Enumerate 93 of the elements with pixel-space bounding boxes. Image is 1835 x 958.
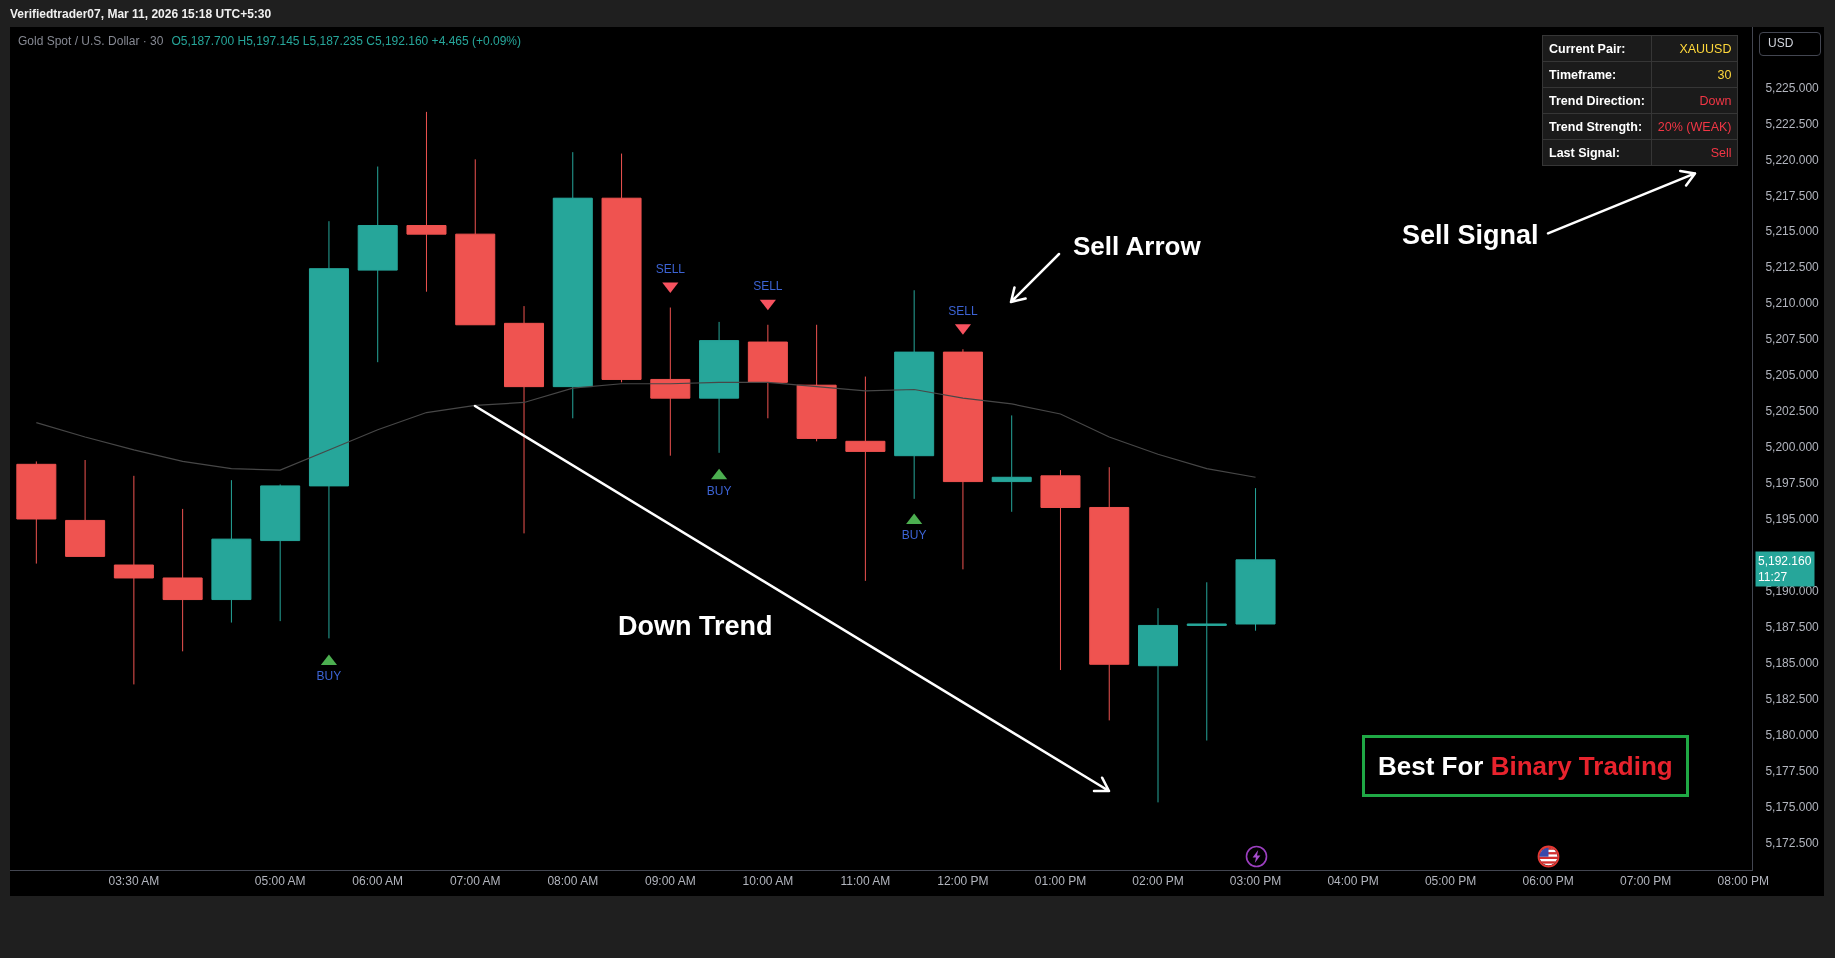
candlestick xyxy=(1138,607,1179,803)
candlestick xyxy=(1235,487,1276,632)
annotation: Timeframe: xyxy=(1542,61,1652,88)
y-tick-label: 5,195.000 xyxy=(1765,512,1820,527)
annotation: XAUUSD xyxy=(1651,35,1738,62)
y-tick-label: 5,210.000 xyxy=(1765,296,1820,311)
y-tick-label: 5,197.500 xyxy=(1765,476,1820,491)
x-tick-label: 08:00 AM xyxy=(547,874,599,889)
x-tick-label: 05:00 PM xyxy=(1424,874,1477,889)
candlestick xyxy=(406,111,447,293)
text: O5,187.700 H5,197.145 L5,187.235 C5,192.160 +4.465 (+0.09%) xyxy=(171,34,522,48)
x-tick-label: 11:00 AM xyxy=(840,874,891,889)
text: 5,192.160 11:27 xyxy=(1758,554,1812,584)
y-tick-label: 5,220.000 xyxy=(1765,152,1820,167)
candlestick xyxy=(65,459,106,557)
candlestick xyxy=(796,324,837,442)
y-tick-label: 5,207.500 xyxy=(1765,332,1820,347)
x-tick-label: 07:00 PM xyxy=(1620,874,1672,889)
y-tick-label: 5,187.500 xyxy=(1765,620,1820,635)
candlestick xyxy=(552,151,593,419)
point xyxy=(759,299,776,311)
y-tick-label: 5,205.000 xyxy=(1765,368,1820,383)
candlestick xyxy=(991,414,1032,513)
candlestick xyxy=(942,348,983,570)
annotation: Down xyxy=(1651,87,1738,114)
annotation: Last Signal: xyxy=(1542,139,1652,166)
y-tick-label: 5,172.500 xyxy=(1765,835,1820,850)
annotation: 30 xyxy=(1651,61,1738,88)
text: BUY xyxy=(706,483,732,498)
candlestick xyxy=(650,307,691,457)
text: Verifiedtrader07, Mar 11, 2026 15:18 UTC+5:30 xyxy=(10,7,272,21)
candlestick xyxy=(308,220,349,639)
line-series xyxy=(35,381,1257,478)
x-tick-label: 10:00 AM xyxy=(742,874,794,889)
annotation: 20% (WEAK) xyxy=(1651,113,1738,140)
y-tick-label: 5,200.000 xyxy=(1765,440,1820,455)
annotation: Trend Direction: xyxy=(1542,87,1652,114)
candlestick xyxy=(16,460,57,565)
text: SELL xyxy=(655,262,685,277)
x-tick-label: 01:00 PM xyxy=(1034,874,1087,889)
annotation: Sell Arrow xyxy=(1073,231,1202,261)
y-tick-label: 5,225.000 xyxy=(1765,80,1820,95)
annotation: Trend Strength: xyxy=(1542,113,1652,140)
candlestick xyxy=(1186,581,1227,742)
candlestick xyxy=(894,289,935,500)
x-tick-label: 06:00 PM xyxy=(1522,874,1574,889)
text: SELL xyxy=(948,303,978,318)
candlestick xyxy=(1089,466,1130,721)
x-tick-label: 03:00 PM xyxy=(1229,874,1282,889)
annotation: Sell Signal xyxy=(1402,220,1539,250)
x-tick-label: 05:00 AM xyxy=(254,874,306,889)
annotation: Binary Trading xyxy=(1490,751,1673,781)
annotation: Down Trend xyxy=(618,611,773,641)
x-tick-label: 02:00 PM xyxy=(1132,874,1184,889)
candlestick xyxy=(601,153,642,383)
y-tick-label: 5,177.500 xyxy=(1765,763,1820,778)
annotation: Best For xyxy=(1378,751,1484,781)
y-axis-title: USD xyxy=(1759,32,1821,56)
candlestick xyxy=(162,508,203,652)
x-tick-label: 09:00 AM xyxy=(644,874,696,889)
x-tick-label: 12:00 PM xyxy=(937,874,989,889)
candlestick xyxy=(699,321,740,454)
x-tick-label: 06:00 AM xyxy=(352,874,404,889)
x-tick-label: 07:00 AM xyxy=(449,874,501,889)
series-label: SELL xyxy=(753,279,783,294)
annotation: Current Pair: xyxy=(1542,35,1652,62)
point xyxy=(711,468,728,480)
y-tick-label: 5,175.000 xyxy=(1765,799,1820,814)
annotation: Sell xyxy=(1651,139,1738,166)
series-label: BUY xyxy=(316,669,342,684)
text: BUY xyxy=(901,528,927,543)
x-tick-label: 08:00 PM xyxy=(1717,874,1769,889)
candlestick xyxy=(357,166,398,363)
y-tick-label: 5,222.500 xyxy=(1765,116,1820,131)
candlestick xyxy=(1040,469,1081,671)
candlestick xyxy=(845,376,886,582)
candlestick xyxy=(260,483,301,622)
candlestick xyxy=(747,324,788,419)
x-tick-label: 04:00 PM xyxy=(1327,874,1379,889)
x-tick-label: 03:30 AM xyxy=(108,874,160,889)
y-tick-label: 5,215.000 xyxy=(1765,224,1820,239)
y-tick-label: 5,182.500 xyxy=(1765,692,1820,707)
candlestick xyxy=(211,479,252,624)
text: Gold Spot / U.S. Dollar · 30 xyxy=(18,34,164,48)
candlestick xyxy=(455,158,496,326)
y-tick-label: 5,212.500 xyxy=(1765,260,1820,275)
y-tick-label: 5,185.000 xyxy=(1765,656,1820,671)
candlestick xyxy=(504,305,545,534)
y-tick-label: 5,180.000 xyxy=(1765,727,1820,742)
y-tick-label: 5,202.500 xyxy=(1765,404,1820,419)
y-tick-label: 5,190.000 xyxy=(1765,584,1820,599)
y-tick-label: 5,217.500 xyxy=(1765,188,1820,203)
candlestick xyxy=(113,475,154,685)
